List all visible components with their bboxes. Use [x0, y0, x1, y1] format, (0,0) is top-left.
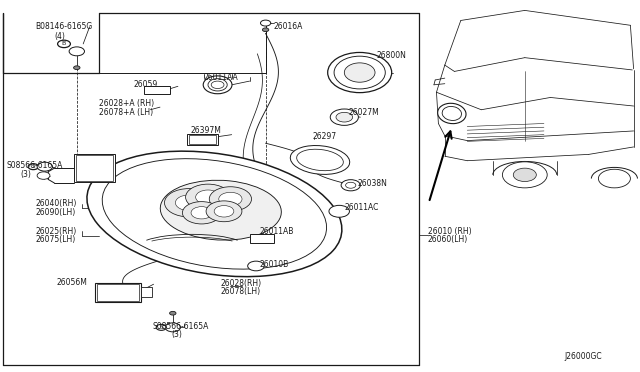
Text: 26016A: 26016A	[274, 22, 303, 31]
Bar	[97, 284, 139, 301]
Text: B: B	[62, 41, 66, 46]
Ellipse shape	[297, 149, 343, 171]
Circle shape	[37, 172, 50, 179]
Text: J26000GC: J26000GC	[564, 352, 602, 361]
Circle shape	[156, 324, 166, 330]
Text: 26027M: 26027M	[349, 108, 380, 117]
Text: 26397M: 26397M	[191, 126, 221, 135]
Text: S: S	[31, 164, 35, 169]
Circle shape	[330, 109, 358, 125]
Bar	[74, 154, 115, 182]
Ellipse shape	[328, 52, 392, 93]
Circle shape	[502, 162, 547, 188]
Text: 26075(LH): 26075(LH)	[35, 235, 76, 244]
Circle shape	[262, 28, 269, 32]
Text: (3): (3)	[20, 170, 31, 179]
Text: S08566-6165A: S08566-6165A	[6, 161, 63, 170]
Circle shape	[214, 206, 234, 217]
Text: 26297: 26297	[312, 132, 337, 141]
Text: 26059: 26059	[133, 80, 157, 89]
Text: (4): (4)	[54, 32, 65, 41]
Text: 26028+A (RH): 26028+A (RH)	[99, 99, 154, 108]
Text: S08566-6165A: S08566-6165A	[152, 322, 209, 331]
Bar	[76, 155, 113, 181]
Circle shape	[329, 205, 349, 217]
Circle shape	[58, 40, 70, 48]
Circle shape	[170, 311, 176, 315]
Circle shape	[260, 20, 271, 26]
Bar	[187, 134, 218, 145]
Circle shape	[336, 112, 353, 122]
Text: 26028(RH): 26028(RH)	[221, 279, 262, 288]
Text: S: S	[159, 325, 163, 330]
Circle shape	[206, 201, 242, 222]
Circle shape	[598, 169, 630, 188]
Text: (3): (3)	[172, 330, 182, 339]
Circle shape	[196, 190, 220, 204]
Bar	[141, 287, 152, 297]
Ellipse shape	[438, 103, 466, 124]
Text: 26025(RH): 26025(RH)	[35, 227, 76, 236]
Ellipse shape	[208, 78, 227, 91]
Text: 26011AC: 26011AC	[344, 203, 379, 212]
Text: 26010 (RH): 26010 (RH)	[428, 227, 471, 236]
Circle shape	[341, 180, 360, 191]
Bar	[189, 135, 216, 144]
Ellipse shape	[204, 76, 232, 94]
Ellipse shape	[442, 106, 461, 121]
Circle shape	[182, 202, 221, 224]
Circle shape	[513, 168, 536, 182]
Circle shape	[175, 195, 202, 211]
Circle shape	[248, 261, 264, 271]
Ellipse shape	[344, 63, 375, 82]
Bar	[144, 86, 170, 94]
Circle shape	[164, 189, 213, 217]
Ellipse shape	[87, 151, 342, 277]
Circle shape	[165, 323, 180, 332]
Text: 26090(LH): 26090(LH)	[35, 208, 76, 217]
Text: 26056M: 26056M	[56, 278, 87, 287]
Circle shape	[69, 47, 84, 56]
Text: 26010B: 26010B	[259, 260, 289, 269]
Circle shape	[28, 164, 38, 170]
Text: 26800N: 26800N	[376, 51, 406, 60]
Bar	[95, 283, 141, 302]
Bar	[250, 234, 274, 243]
Circle shape	[219, 192, 242, 206]
Text: 26078+A (LH): 26078+A (LH)	[99, 108, 154, 117]
Circle shape	[209, 187, 252, 211]
Text: B08146-6165G: B08146-6165G	[35, 22, 92, 31]
Circle shape	[211, 81, 224, 89]
Ellipse shape	[291, 145, 349, 174]
Circle shape	[191, 206, 212, 219]
Text: 26038N: 26038N	[357, 179, 387, 187]
Text: 26011AA: 26011AA	[204, 73, 238, 82]
Ellipse shape	[102, 159, 326, 269]
Circle shape	[37, 162, 52, 171]
Text: 26060(LH): 26060(LH)	[428, 235, 468, 244]
Circle shape	[346, 182, 356, 188]
Text: 26078(LH): 26078(LH)	[221, 287, 261, 296]
Ellipse shape	[160, 180, 282, 240]
Text: 26040(RH): 26040(RH)	[35, 199, 77, 208]
Ellipse shape	[334, 56, 385, 89]
Circle shape	[74, 66, 80, 70]
Text: 26011AB: 26011AB	[259, 227, 294, 236]
Circle shape	[186, 184, 230, 210]
